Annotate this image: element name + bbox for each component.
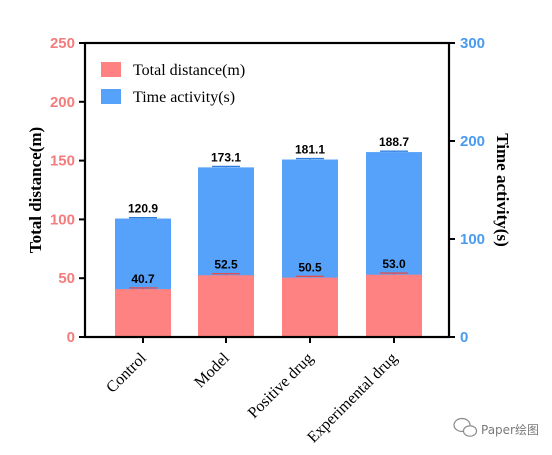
x-tick-label: Model <box>191 349 233 391</box>
data-label-total-distance: 50.5 <box>298 260 322 274</box>
bar-total-distance <box>115 289 171 337</box>
left-tick-label: 150 <box>50 153 75 170</box>
data-label-time-activity: 120.9 <box>128 202 158 216</box>
y-axis-right-title: Time activity(s) <box>493 133 512 246</box>
right-tick-label: 300 <box>460 35 485 52</box>
bar-total-distance <box>198 275 254 337</box>
bar-total-distance <box>366 274 422 337</box>
bars-layer <box>115 152 422 337</box>
data-label-time-activity: 188.7 <box>379 135 409 149</box>
legend-swatch-time-activity <box>101 89 121 104</box>
right-tick-label: 100 <box>460 231 485 248</box>
left-tick-label: 250 <box>50 35 75 52</box>
error-bars-layer <box>129 150 408 290</box>
right-tick-label: 0 <box>460 329 468 346</box>
legend-swatch-total-distance <box>101 62 121 77</box>
x-tick-label: Positive drug <box>245 350 317 422</box>
data-labels-layer: 120.9 40.7 173.1 52.5 181.1 50.5 188.7 53.0 <box>128 135 409 286</box>
legend-label-time-activity: Time activity(s) <box>133 89 235 106</box>
y-axis-left-title: Total distance(m) <box>26 127 45 253</box>
watermark: Paper绘图 <box>453 417 539 437</box>
x-tick-label: Experimental drug <box>304 350 401 447</box>
left-tick-label: 200 <box>50 94 75 111</box>
left-tick-label: 50 <box>58 270 75 287</box>
data-label-time-activity: 181.1 <box>295 143 325 157</box>
legend: Total distance(m) Time activity(s) <box>101 62 245 106</box>
data-label-total-distance: 53.0 <box>382 257 406 271</box>
watermark-text: Paper绘图 <box>481 422 539 437</box>
x-tick-label: Control <box>103 349 150 396</box>
left-tick-label: 100 <box>50 211 75 228</box>
right-axis: 0 100 200 300 <box>449 35 485 346</box>
left-tick-label: 0 <box>67 329 75 346</box>
wechat-icon <box>453 417 478 437</box>
right-tick-label: 200 <box>460 133 485 150</box>
data-label-total-distance: 40.7 <box>131 272 155 286</box>
left-axis: 0 50 100 150 200 250 <box>50 35 85 346</box>
plot-frame <box>83 41 451 339</box>
legend-label-total-distance: Total distance(m) <box>133 62 245 79</box>
data-label-total-distance: 52.5 <box>214 258 238 272</box>
data-label-time-activity: 173.1 <box>211 150 241 164</box>
bar-total-distance <box>282 277 338 337</box>
